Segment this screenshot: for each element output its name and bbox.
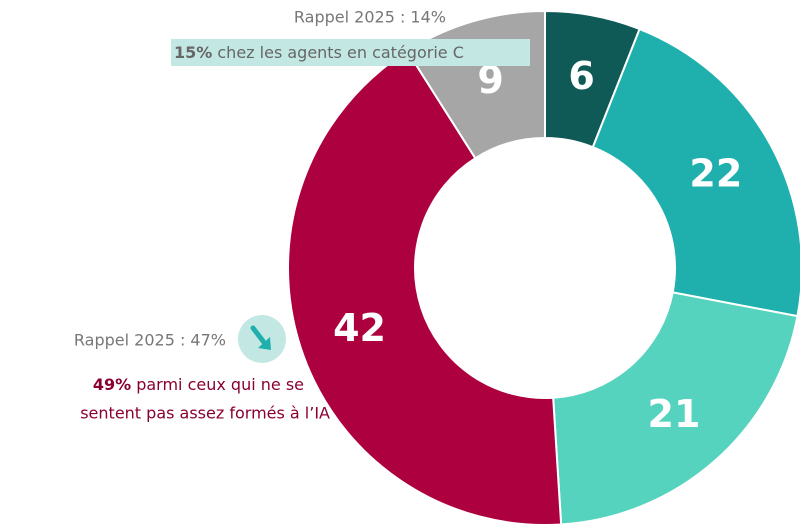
annotation-highlight xyxy=(171,39,530,66)
icon-arrowhead xyxy=(258,337,271,350)
donut-slice xyxy=(552,291,799,525)
annotation-bold: 15% xyxy=(174,43,212,62)
annotation-text: chez les agents en catégorie C xyxy=(212,43,464,62)
data-label: 21 xyxy=(648,392,701,436)
data-label: 42 xyxy=(333,306,386,350)
data-label: 22 xyxy=(689,152,742,196)
data-label: 6 xyxy=(568,54,594,98)
annotation: 15% chez les agents en catégorie C xyxy=(174,43,464,62)
annotation-bold: 49% xyxy=(93,375,131,394)
annotation-text: parmi ceux qui ne se xyxy=(131,375,304,394)
annotation-text: sentent pas assez formés à l’IA xyxy=(80,404,330,423)
annotation: 49% parmi ceux qui ne se xyxy=(93,375,304,394)
icon-arrow xyxy=(250,325,269,348)
trend-icon xyxy=(238,315,286,363)
annotation-recall: Rappel 2025 : 14% xyxy=(294,8,446,27)
donut-slice xyxy=(591,27,800,318)
annotation-recall: Rappel 2025 : 47% xyxy=(74,331,226,350)
donut-slice xyxy=(287,49,563,525)
